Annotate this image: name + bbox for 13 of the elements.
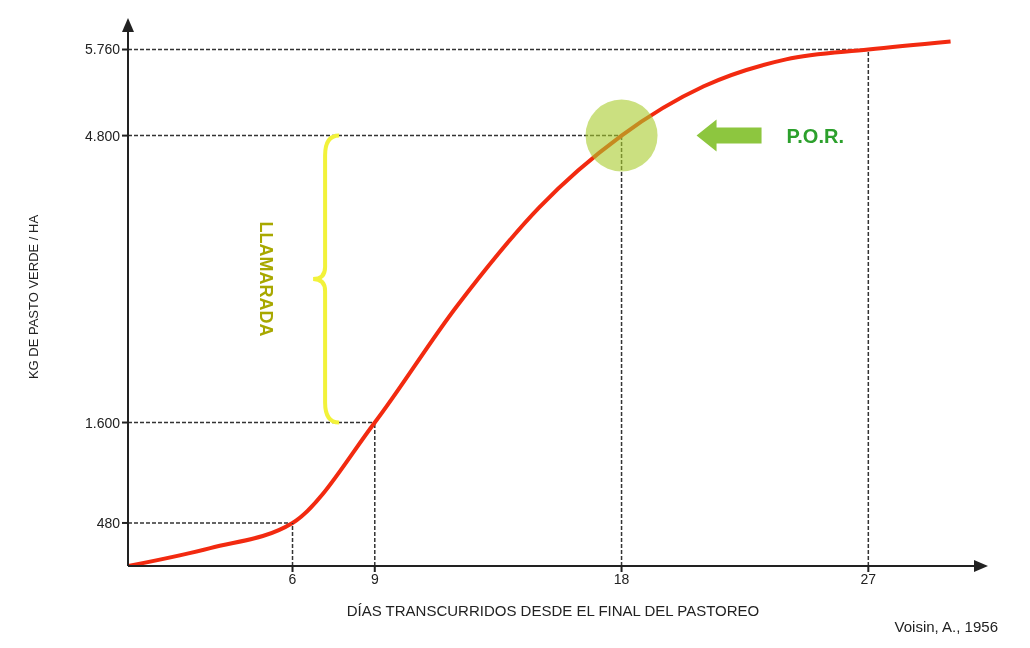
- x-tick-label: 18: [613, 570, 630, 587]
- x-tick-label: 9: [370, 570, 379, 587]
- y-tick-label: 1.600: [84, 414, 121, 431]
- y-tick-label: 4.800: [84, 127, 121, 144]
- annotation: LLAMARADA: [256, 221, 277, 337]
- x-tick-label: 27: [860, 570, 877, 587]
- x-axis-title: DÍAS TRANSCURRIDOS DESDE EL FINAL DEL PASTOREO: [346, 602, 760, 619]
- y-axis-title: KG DE PASTO VERDE / HA: [25, 214, 41, 380]
- annotation: P.O.R.: [786, 124, 844, 147]
- y-tick-label: 5.760: [84, 41, 121, 58]
- y-tick-label: 480: [96, 514, 121, 531]
- text: Voisin, A., 1956: [894, 618, 998, 635]
- x-tick-label: 6: [288, 570, 297, 587]
